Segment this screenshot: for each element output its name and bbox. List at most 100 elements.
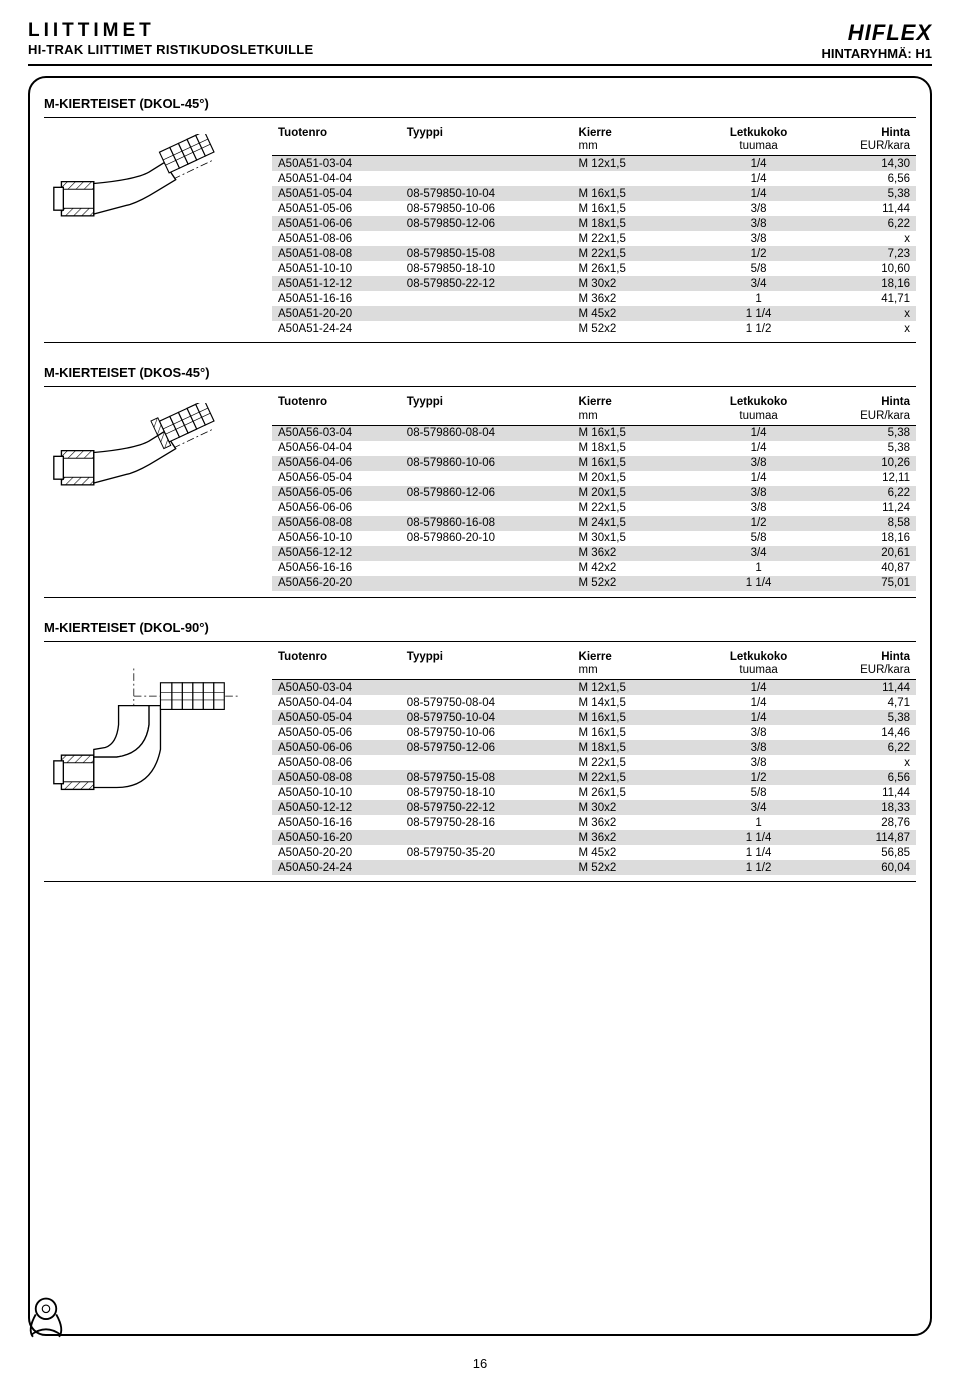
- col-hinta: HintaEUR/kara: [830, 393, 916, 425]
- cell-kierre: M 20x1,5: [573, 486, 687, 501]
- cell-letkukoko: 3/8: [687, 755, 830, 770]
- cell-tuotenro: A50A56-20-20: [272, 576, 401, 591]
- cell-kierre: M 22x1,5: [573, 770, 687, 785]
- cell-tyyppi: [401, 830, 573, 845]
- table-row: A50A51-20-20 M 45x2 1 1/4 x: [272, 306, 916, 321]
- cell-letkukoko: 1/4: [687, 186, 830, 201]
- cell-tyyppi: 08-579850-10-04: [401, 186, 573, 201]
- table-row: A50A50-06-06 08-579750-12-06 M 18x1,5 3/…: [272, 740, 916, 755]
- cell-tuotenro: A50A56-08-08: [272, 516, 401, 531]
- product-section: M-KIERTEISET (DKOL-90°) Tuotenro Tyyppi: [44, 620, 916, 882]
- table-row: A50A56-05-04 M 20x1,5 1/4 12,11: [272, 471, 916, 486]
- cell-tyyppi: 08-579750-18-10: [401, 785, 573, 800]
- cell-letkukoko: 3/8: [687, 456, 830, 471]
- cell-hinta: 56,85: [830, 845, 916, 860]
- table-row: A50A50-16-20 M 36x2 1 1/4 114,87: [272, 830, 916, 845]
- cell-kierre: M 16x1,5: [573, 725, 687, 740]
- cell-kierre: M 45x2: [573, 845, 687, 860]
- cell-letkukoko: 3/8: [687, 725, 830, 740]
- table-wrap: Tuotenro Tyyppi Kierremm Letkukokotuumaa…: [272, 648, 916, 875]
- table-row: A50A50-24-24 M 52x2 1 1/2 60,04: [272, 860, 916, 875]
- cell-hinta: 6,56: [830, 171, 916, 186]
- cell-tyyppi: 08-579850-10-06: [401, 201, 573, 216]
- cell-tyyppi: [401, 680, 573, 696]
- product-section: M-KIERTEISET (DKOS-45°) Tuotenro Tyyppi …: [44, 365, 916, 597]
- cell-letkukoko: 1/4: [687, 471, 830, 486]
- cell-kierre: M 12x1,5: [573, 680, 687, 696]
- cell-tyyppi: 08-579860-16-08: [401, 516, 573, 531]
- cell-letkukoko: 1: [687, 815, 830, 830]
- product-table: Tuotenro Tyyppi Kierremm Letkukokotuumaa…: [272, 124, 916, 336]
- cell-kierre: M 52x2: [573, 576, 687, 591]
- col-hinta: HintaEUR/kara: [830, 648, 916, 680]
- cell-letkukoko: 5/8: [687, 785, 830, 800]
- table-row: A50A51-06-06 08-579850-12-06 M 18x1,5 3/…: [272, 216, 916, 231]
- cell-tyyppi: [401, 306, 573, 321]
- col-kierre: Kierremm: [573, 393, 687, 425]
- table-row: A50A56-12-12 M 36x2 3/4 20,61: [272, 546, 916, 561]
- cell-tuotenro: A50A51-08-08: [272, 246, 401, 261]
- product-table: Tuotenro Tyyppi Kierremm Letkukokotuumaa…: [272, 393, 916, 590]
- cell-hinta: 11,24: [830, 501, 916, 516]
- cell-letkukoko: 3/4: [687, 800, 830, 815]
- sections-container: M-KIERTEISET (DKOL-45°) Tuotenro Tyyppi …: [44, 96, 916, 882]
- cell-hinta: 18,16: [830, 531, 916, 546]
- cell-tyyppi: [401, 860, 573, 875]
- cell-tuotenro: A50A51-10-10: [272, 261, 401, 276]
- cell-tyyppi: 08-579850-12-06: [401, 216, 573, 231]
- table-row: A50A56-16-16 M 42x2 1 40,87: [272, 561, 916, 576]
- table-row: A50A51-03-04 M 12x1,5 1/4 14,30: [272, 156, 916, 172]
- cell-letkukoko: 3/4: [687, 546, 830, 561]
- table-row: A50A51-05-06 08-579850-10-06 M 16x1,5 3/…: [272, 201, 916, 216]
- cell-letkukoko: 1 1/4: [687, 845, 830, 860]
- cell-kierre: M 30x2: [573, 276, 687, 291]
- cell-kierre: M 22x1,5: [573, 755, 687, 770]
- cell-kierre: M 22x1,5: [573, 231, 687, 246]
- table-row: A50A50-04-04 08-579750-08-04 M 14x1,5 1/…: [272, 695, 916, 710]
- cell-kierre: M 18x1,5: [573, 740, 687, 755]
- cell-kierre: M 20x1,5: [573, 471, 687, 486]
- cell-tuotenro: A50A50-04-04: [272, 695, 401, 710]
- cell-letkukoko: 5/8: [687, 531, 830, 546]
- table-row: A50A56-10-10 08-579860-20-10 M 30x1,5 5/…: [272, 531, 916, 546]
- cell-kierre: M 16x1,5: [573, 201, 687, 216]
- cell-hinta: 8,58: [830, 516, 916, 531]
- section-title: M-KIERTEISET (DKOS-45°): [44, 365, 916, 380]
- cell-letkukoko: 1/2: [687, 516, 830, 531]
- cell-tuotenro: A50A56-10-10: [272, 531, 401, 546]
- cell-kierre: M 30x2: [573, 800, 687, 815]
- col-tyyppi: Tyyppi: [401, 124, 573, 156]
- cell-tyyppi: [401, 755, 573, 770]
- cell-kierre: M 36x2: [573, 815, 687, 830]
- section-title: M-KIERTEISET (DKOL-90°): [44, 620, 916, 635]
- table-row: A50A50-03-04 M 12x1,5 1/4 11,44: [272, 680, 916, 696]
- cell-tuotenro: A50A56-05-04: [272, 471, 401, 486]
- cell-tyyppi: 08-579750-10-06: [401, 725, 573, 740]
- footer-icon: [18, 1292, 74, 1342]
- cell-letkukoko: 1/4: [687, 441, 830, 456]
- cell-tyyppi: 08-579750-35-20: [401, 845, 573, 860]
- cell-tuotenro: A50A56-04-06: [272, 456, 401, 471]
- table-row: A50A56-08-08 08-579860-16-08 M 24x1,5 1/…: [272, 516, 916, 531]
- cell-letkukoko: 3/4: [687, 276, 830, 291]
- cell-hinta: 4,71: [830, 695, 916, 710]
- cell-tuotenro: A50A50-05-06: [272, 725, 401, 740]
- cell-letkukoko: 1: [687, 291, 830, 306]
- cell-letkukoko: 5/8: [687, 261, 830, 276]
- cell-kierre: M 52x2: [573, 860, 687, 875]
- cell-kierre: M 24x1,5: [573, 516, 687, 531]
- cell-kierre: M 30x1,5: [573, 531, 687, 546]
- cell-hinta: 10,60: [830, 261, 916, 276]
- table-row: A50A56-20-20 M 52x2 1 1/4 75,01: [272, 576, 916, 591]
- cell-tuotenro: A50A50-05-04: [272, 710, 401, 725]
- table-row: A50A50-08-08 08-579750-15-08 M 22x1,5 1/…: [272, 770, 916, 785]
- cell-tuotenro: A50A50-08-08: [272, 770, 401, 785]
- cell-hinta: 18,16: [830, 276, 916, 291]
- cell-tyyppi: [401, 471, 573, 486]
- table-row: A50A50-05-06 08-579750-10-06 M 16x1,5 3/…: [272, 725, 916, 740]
- cell-hinta: 6,22: [830, 486, 916, 501]
- cell-tuotenro: A50A50-16-16: [272, 815, 401, 830]
- cell-tyyppi: 08-579750-08-04: [401, 695, 573, 710]
- cell-hinta: 41,71: [830, 291, 916, 306]
- cell-tuotenro: A50A50-10-10: [272, 785, 401, 800]
